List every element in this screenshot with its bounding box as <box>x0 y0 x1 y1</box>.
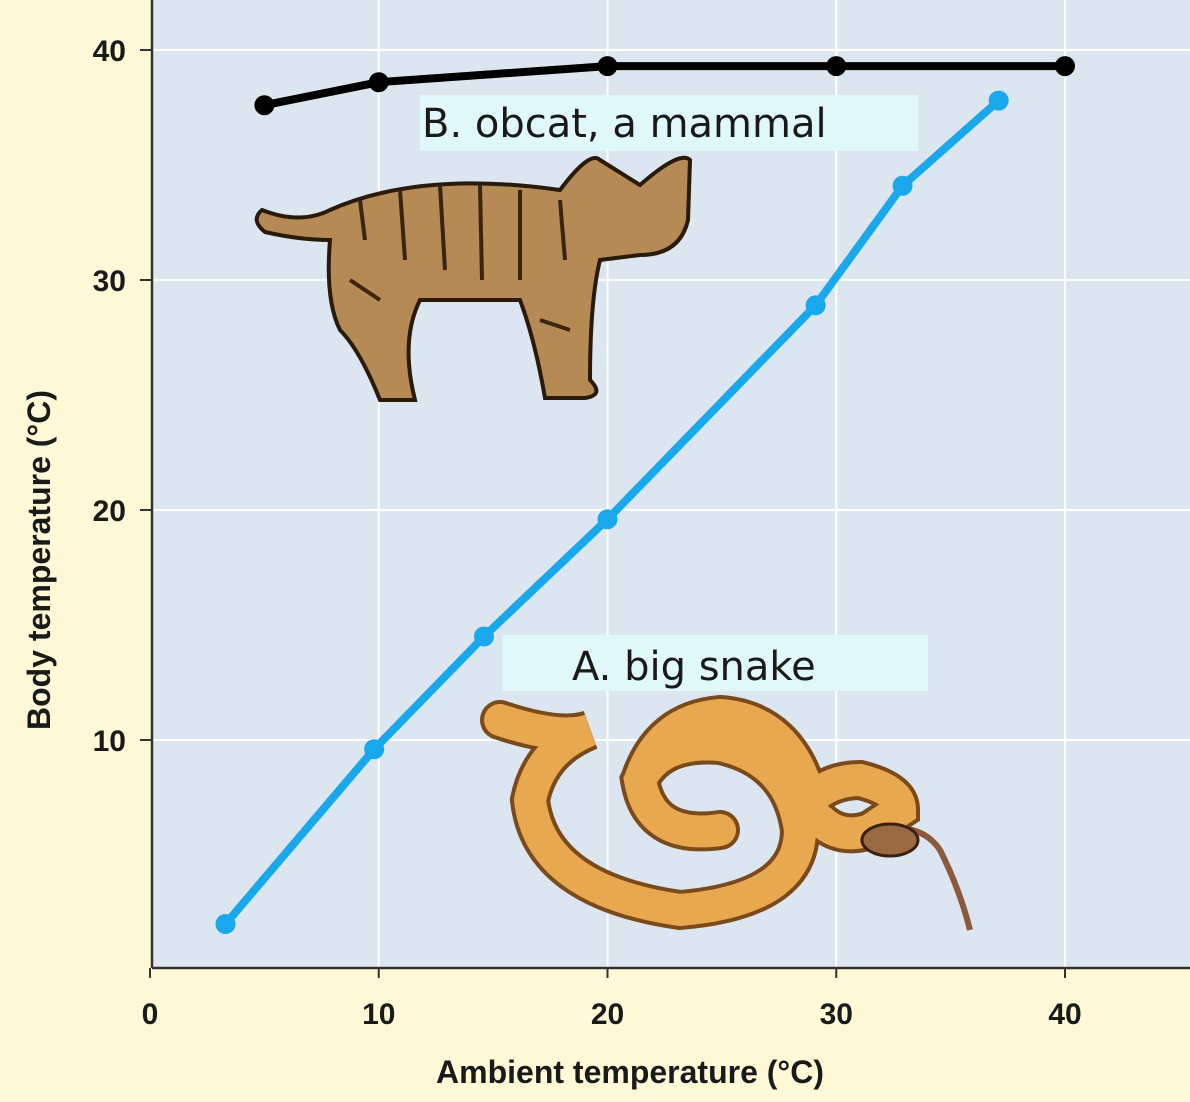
series-label-bobcat: B. obcat, a mammal <box>422 101 827 147</box>
y-axis-label: Body temperature (°C) <box>21 390 57 730</box>
grid <box>152 0 1190 968</box>
x-tick-label: 10 <box>362 998 395 1031</box>
series-label-snake: A. big snake <box>572 644 816 690</box>
x-tick-label: 0 <box>142 998 159 1031</box>
bobcat-illustration <box>254 155 693 402</box>
y-tick-label: 10 <box>93 725 126 758</box>
data-point <box>215 914 236 934</box>
data-point <box>805 295 826 316</box>
y-tick-label: 20 <box>93 495 126 528</box>
label-bobcat: B. obcat, a mammal <box>420 95 918 151</box>
data-point <box>892 175 913 196</box>
x-axis-label: Ambient temperature (°C) <box>436 1054 824 1090</box>
y-tick-label: 30 <box>93 265 126 298</box>
data-point <box>254 95 275 116</box>
x-tick-label: 20 <box>591 998 624 1031</box>
data-point <box>473 626 494 647</box>
snake-illustration <box>480 694 973 931</box>
y-tick-label: 40 <box>93 35 126 68</box>
data-point <box>597 56 618 77</box>
data-point <box>364 739 385 760</box>
x-tick-label: 40 <box>1048 998 1081 1031</box>
data-point <box>826 56 847 77</box>
ticks: 0 10 20 30 40 10 20 30 40 <box>93 35 1082 1031</box>
x-tick-label: 30 <box>820 998 853 1031</box>
data-point <box>988 90 1009 111</box>
series-layer <box>215 56 1075 934</box>
data-point <box>368 72 389 93</box>
label-snake: A. big snake <box>502 635 928 691</box>
illustrations <box>254 155 973 931</box>
data-point <box>597 509 618 530</box>
data-point <box>1055 56 1075 77</box>
